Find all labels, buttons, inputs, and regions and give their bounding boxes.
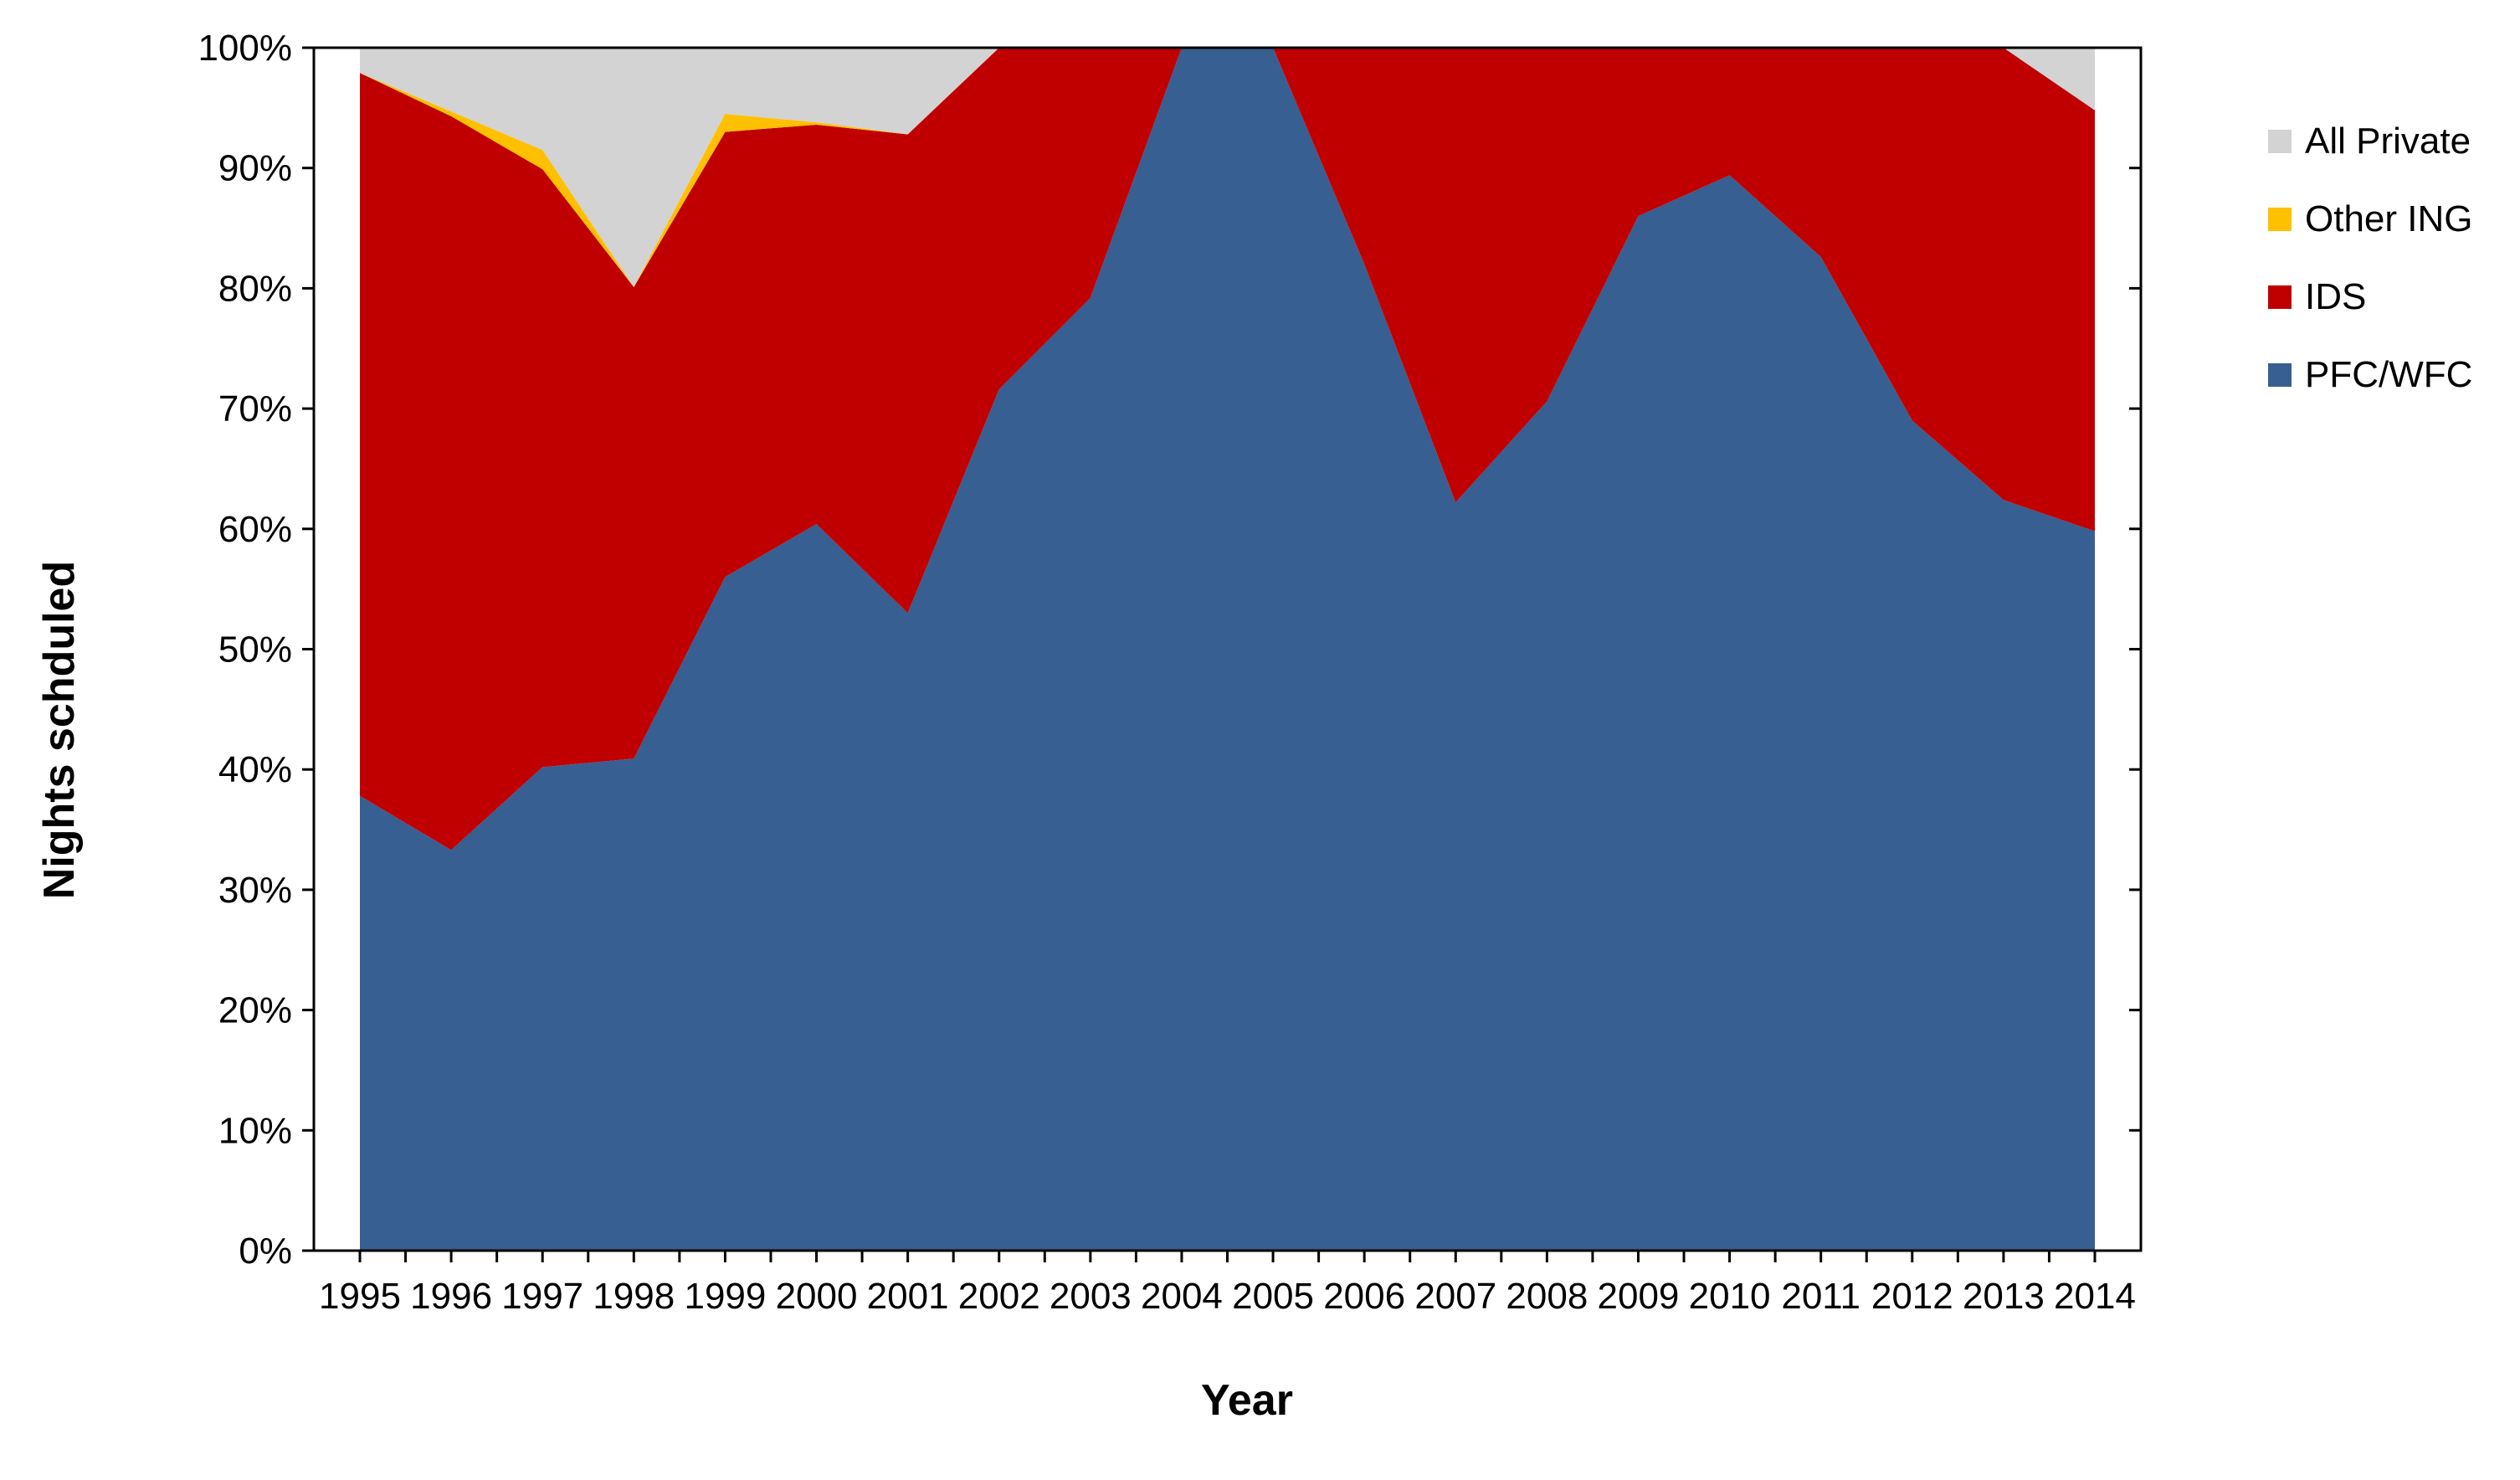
x-tick-label: 2014: [2054, 1276, 2136, 1317]
legend-label: IDS: [2305, 276, 2366, 317]
legend-label: All Private: [2305, 121, 2471, 162]
legend-swatch: [2268, 285, 2292, 309]
chart-areas: [360, 48, 2095, 1251]
y-tick-label: 0%: [239, 1231, 292, 1272]
x-tick-label: 1996: [410, 1276, 492, 1317]
y-tick-label: 100%: [198, 28, 292, 69]
y-axis-title: Nights schduled: [35, 561, 84, 899]
y-tick-label: 10%: [218, 1110, 292, 1151]
x-tick-label: 2000: [776, 1276, 858, 1317]
x-tick-label: 2013: [1963, 1276, 2045, 1317]
area-ids: [360, 48, 2095, 850]
legend-label: Other ING: [2305, 198, 2473, 239]
y-tick-label: 30%: [218, 870, 292, 911]
x-tick-label: 2012: [1871, 1276, 1953, 1317]
y-tick-label: 20%: [218, 990, 292, 1031]
legend-swatch: [2268, 363, 2292, 387]
x-axis-title: Year: [1201, 1376, 1293, 1425]
legend-item-pfc-wfc: PFC/WFC: [2268, 354, 2472, 395]
chart-legend: All Private Other ING IDS PFC/WFC: [2268, 121, 2473, 395]
x-tick-label: 2001: [867, 1276, 949, 1317]
y-tick-label: 60%: [218, 509, 292, 550]
legend-swatch: [2268, 208, 2292, 231]
y-axis-ticks: 0% 10% 20% 30% 40% 50% 60% 70% 80% 90% 100%: [198, 28, 2141, 1272]
x-axis-ticks: 1995 1996 1997 1998 1999 2000 2001 2002 2003 2004…: [319, 1251, 2136, 1317]
y-tick-label: 70%: [218, 388, 292, 429]
x-tick-label: 2005: [1232, 1276, 1314, 1317]
x-tick-label: 1999: [684, 1276, 766, 1317]
x-tick-label: 1997: [501, 1276, 583, 1317]
legend-label: PFC/WFC: [2305, 354, 2472, 395]
x-tick-label: 2011: [1781, 1276, 1860, 1317]
x-tick-label: 2009: [1598, 1276, 1680, 1317]
legend-item-all-private: All Private: [2268, 121, 2471, 162]
legend-item-ids: IDS: [2268, 276, 2366, 317]
x-tick-label: 2003: [1050, 1276, 1132, 1317]
x-tick-label: 2007: [1414, 1276, 1496, 1317]
x-tick-label: 1995: [319, 1276, 401, 1317]
y-tick-label: 50%: [218, 630, 292, 671]
y-tick-label: 90%: [218, 148, 292, 189]
x-tick-label: 2008: [1506, 1276, 1588, 1317]
y-tick-label: 80%: [218, 268, 292, 309]
x-tick-label: 2006: [1323, 1276, 1405, 1317]
area-all-private: [360, 48, 2095, 287]
legend-swatch: [2268, 130, 2292, 153]
legend-item-other-ing: Other ING: [2268, 198, 2473, 239]
x-tick-label: 2004: [1141, 1276, 1223, 1317]
x-tick-label: 2010: [1689, 1276, 1771, 1317]
y-tick-label: 40%: [218, 749, 292, 790]
area-pfc-wfc: [360, 48, 2095, 1251]
x-tick-label: 2002: [958, 1276, 1040, 1317]
x-tick-label: 1998: [593, 1276, 675, 1317]
